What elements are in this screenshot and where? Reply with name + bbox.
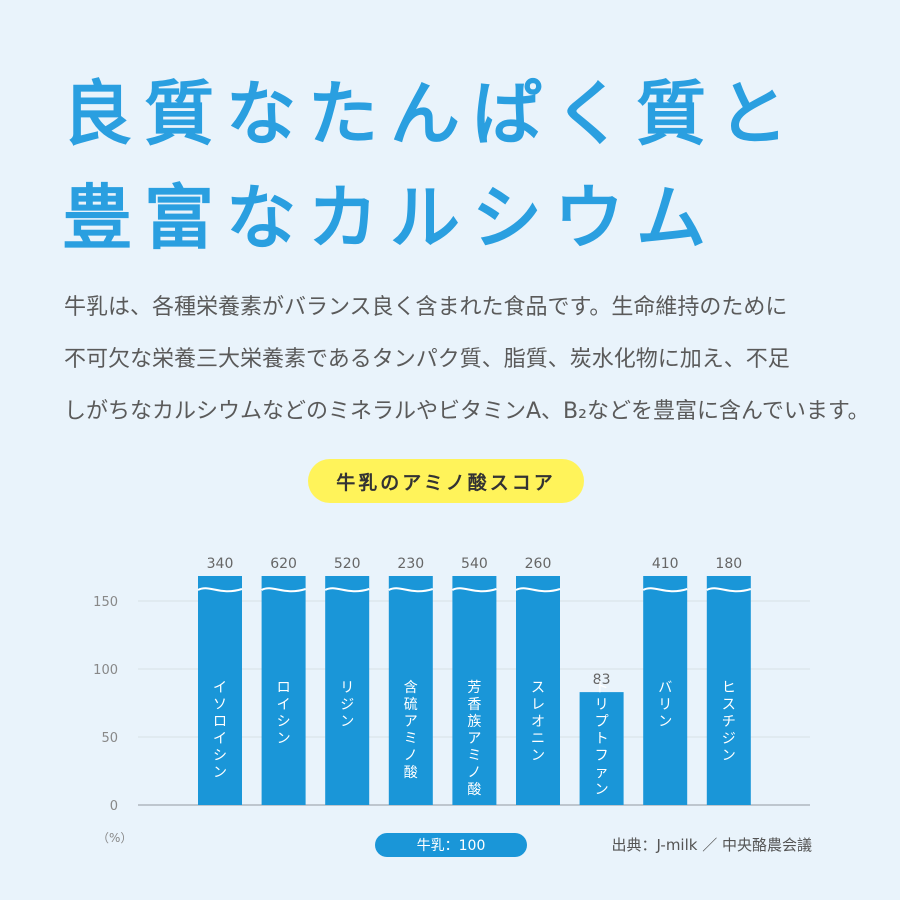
- body-line-2: 不可欠な栄養三大栄養素であるタンパク質、脂質、炭水化物に加え、不足: [64, 347, 790, 372]
- bar: [452, 576, 497, 805]
- axis-break-mark: [706, 587, 752, 593]
- headline: 良質なたんぱく質と 豊富なカルシウム: [62, 62, 800, 270]
- category-label: バリン: [658, 680, 672, 730]
- data-label: 83: [593, 672, 611, 688]
- axis-break-mark: [388, 587, 434, 593]
- body-text: 牛乳は、各種栄養素がバランス良く含まれた食品です。生命維持のために 不可欠な栄養…: [64, 282, 870, 438]
- data-label: 230: [397, 556, 424, 572]
- bar: [261, 576, 306, 805]
- category-label: 芳香族アミノ酸: [467, 679, 481, 798]
- axis-break-mark: [642, 587, 688, 593]
- data-label: 410: [652, 556, 679, 572]
- data-label: 540: [461, 556, 488, 572]
- axis-break-mark: [197, 587, 243, 593]
- y-tick-label: 0: [110, 799, 118, 814]
- axis-break-mark: [515, 587, 561, 593]
- data-label: 620: [270, 556, 297, 572]
- data-label: 260: [525, 556, 552, 572]
- category-label: ロイシン: [277, 680, 291, 747]
- axis-break-mark: [324, 587, 370, 593]
- category-label: スレオニン: [531, 680, 545, 764]
- body-line-1: 牛乳は、各種栄養素がバランス良く含まれた食品です。生命維持のために: [64, 295, 788, 320]
- chart-title: 牛乳のアミノ酸スコア: [308, 459, 584, 503]
- category-label: ヒスチジン: [722, 680, 736, 764]
- bar: [388, 576, 433, 805]
- bar: [325, 576, 370, 805]
- bar: [643, 576, 688, 805]
- y-tick-label: 50: [101, 731, 118, 746]
- y-tick-label: 100: [93, 663, 118, 678]
- bar: [198, 576, 242, 805]
- category-label: トリプトファン: [595, 680, 609, 798]
- headline-line-1: 良質なたんぱく質と: [62, 73, 800, 155]
- axis-break-mark: [261, 587, 306, 593]
- body-line-3: しがちなカルシウムなどのミネラルやビタミンA、B₂などを豊富に含んでいます。: [64, 399, 870, 424]
- category-label: リジン: [340, 680, 354, 730]
- data-label: 180: [715, 556, 742, 572]
- bar: [706, 576, 751, 805]
- data-label: 520: [334, 556, 361, 572]
- data-label: 340: [207, 556, 234, 572]
- y-axis-unit: （%）: [97, 831, 132, 845]
- bar: [579, 692, 624, 805]
- category-label: 含硫アミノ酸: [404, 680, 418, 781]
- headline-line-2: 豊富なカルシウム: [62, 177, 718, 259]
- y-tick-label: 150: [93, 595, 118, 610]
- legend-pill: 牛乳：100: [375, 833, 527, 857]
- source-note: 出典：J-milk ／ 中央酪農会議: [611, 836, 812, 854]
- axis-break-mark: [451, 587, 497, 593]
- category-label: イソロイシン: [213, 680, 227, 781]
- bar: [516, 576, 560, 805]
